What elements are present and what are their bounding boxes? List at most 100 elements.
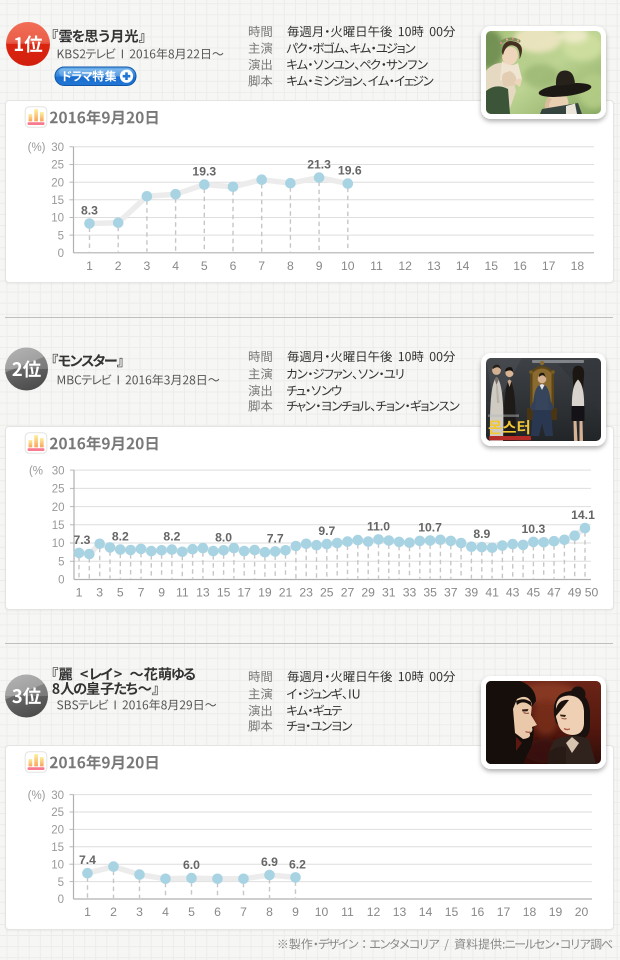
svg-text:7: 7 <box>240 905 247 919</box>
svg-text:5: 5 <box>201 259 208 273</box>
svg-text:8.0: 8.0 <box>215 530 232 544</box>
svg-text:4: 4 <box>162 905 169 919</box>
svg-text:6.9: 6.9 <box>261 855 278 869</box>
svg-text:9.7: 9.7 <box>318 524 335 538</box>
svg-text:14.1: 14.1 <box>571 508 595 522</box>
svg-text:10: 10 <box>51 859 64 871</box>
svg-text:9: 9 <box>316 259 323 273</box>
svg-text:25: 25 <box>52 484 65 496</box>
svg-text:45: 45 <box>527 586 541 600</box>
svg-text:12: 12 <box>398 259 412 273</box>
svg-text:9: 9 <box>292 905 299 919</box>
svg-text:8.9: 8.9 <box>473 527 490 541</box>
svg-text:41: 41 <box>485 586 499 600</box>
svg-text:11: 11 <box>370 259 383 273</box>
svg-text:0: 0 <box>58 248 64 260</box>
svg-text:8: 8 <box>266 905 273 919</box>
svg-text:11: 11 <box>176 586 189 600</box>
svg-text:15: 15 <box>445 905 459 919</box>
svg-text:14: 14 <box>419 905 433 919</box>
svg-text:17: 17 <box>542 259 556 273</box>
svg-text:12: 12 <box>367 905 381 919</box>
svg-text:30: 30 <box>52 465 65 477</box>
svg-text:21: 21 <box>279 586 293 600</box>
svg-text:20: 20 <box>51 177 64 189</box>
svg-text:25: 25 <box>51 807 64 819</box>
svg-text:2: 2 <box>110 905 117 919</box>
svg-text:15: 15 <box>51 842 64 854</box>
svg-text:(%): (%) <box>28 142 46 154</box>
svg-text:10: 10 <box>52 538 65 550</box>
svg-text:15: 15 <box>52 520 65 532</box>
svg-text:11: 11 <box>341 905 354 919</box>
svg-text:31: 31 <box>382 586 396 600</box>
svg-text:5: 5 <box>117 586 124 600</box>
svg-text:10: 10 <box>51 213 64 225</box>
svg-text:6: 6 <box>214 905 221 919</box>
svg-text:17: 17 <box>497 905 511 919</box>
svg-text:1: 1 <box>86 259 93 273</box>
svg-text:37: 37 <box>444 586 458 600</box>
svg-text:10.7: 10.7 <box>418 521 442 535</box>
svg-text:20: 20 <box>52 502 65 514</box>
svg-text:5: 5 <box>188 905 195 919</box>
svg-text:9: 9 <box>158 586 165 600</box>
svg-text:2: 2 <box>115 259 122 273</box>
svg-text:1: 1 <box>84 905 91 919</box>
svg-text:8.2: 8.2 <box>163 530 180 544</box>
svg-text:8: 8 <box>287 259 294 273</box>
svg-text:20: 20 <box>575 905 589 919</box>
svg-text:30: 30 <box>51 142 64 154</box>
svg-text:13: 13 <box>393 905 407 919</box>
svg-text:(%: (% <box>29 465 43 477</box>
svg-text:5: 5 <box>58 877 64 889</box>
svg-text:18: 18 <box>571 259 585 273</box>
svg-text:18: 18 <box>523 905 537 919</box>
svg-text:47: 47 <box>547 586 561 600</box>
svg-text:13: 13 <box>427 259 441 273</box>
svg-text:8.3: 8.3 <box>81 204 98 218</box>
svg-text:16: 16 <box>471 905 485 919</box>
svg-text:49: 49 <box>568 586 582 600</box>
svg-text:0: 0 <box>58 894 64 906</box>
svg-text:5: 5 <box>58 557 64 569</box>
svg-text:14: 14 <box>456 259 470 273</box>
svg-text:5: 5 <box>58 230 64 242</box>
svg-text:6: 6 <box>230 259 237 273</box>
svg-text:27: 27 <box>341 586 355 600</box>
svg-text:19: 19 <box>549 905 563 919</box>
svg-text:7.4: 7.4 <box>79 853 96 867</box>
svg-text:11.0: 11.0 <box>367 519 390 533</box>
svg-text:7: 7 <box>258 259 265 273</box>
svg-text:15: 15 <box>217 586 231 600</box>
svg-text:29: 29 <box>361 586 375 600</box>
svg-text:43: 43 <box>506 586 520 600</box>
svg-text:23: 23 <box>299 586 313 600</box>
svg-text:17: 17 <box>237 586 251 600</box>
svg-text:3: 3 <box>136 905 143 919</box>
svg-text:20: 20 <box>51 825 64 837</box>
svg-text:19.6: 19.6 <box>338 164 362 178</box>
svg-text:8.2: 8.2 <box>112 530 129 544</box>
svg-text:1: 1 <box>76 586 83 600</box>
svg-text:19.3: 19.3 <box>192 165 216 179</box>
svg-text:39: 39 <box>465 586 479 600</box>
svg-text:7: 7 <box>138 586 145 600</box>
svg-text:16: 16 <box>513 259 527 273</box>
svg-text:13: 13 <box>196 586 210 600</box>
svg-text:6.2: 6.2 <box>289 857 306 871</box>
svg-text:10: 10 <box>315 905 329 919</box>
svg-text:7.7: 7.7 <box>267 531 284 545</box>
svg-text:35: 35 <box>423 586 437 600</box>
svg-text:3: 3 <box>144 259 151 273</box>
svg-text:50: 50 <box>585 586 599 600</box>
svg-text:33: 33 <box>403 586 417 600</box>
svg-text:25: 25 <box>51 160 64 172</box>
svg-text:7.3: 7.3 <box>74 533 91 547</box>
svg-text:(%): (%) <box>28 790 46 802</box>
svg-text:3: 3 <box>96 586 103 600</box>
svg-text:0: 0 <box>58 575 64 587</box>
svg-text:15: 15 <box>485 259 499 273</box>
svg-text:10.3: 10.3 <box>522 522 546 536</box>
svg-text:19: 19 <box>258 586 272 600</box>
